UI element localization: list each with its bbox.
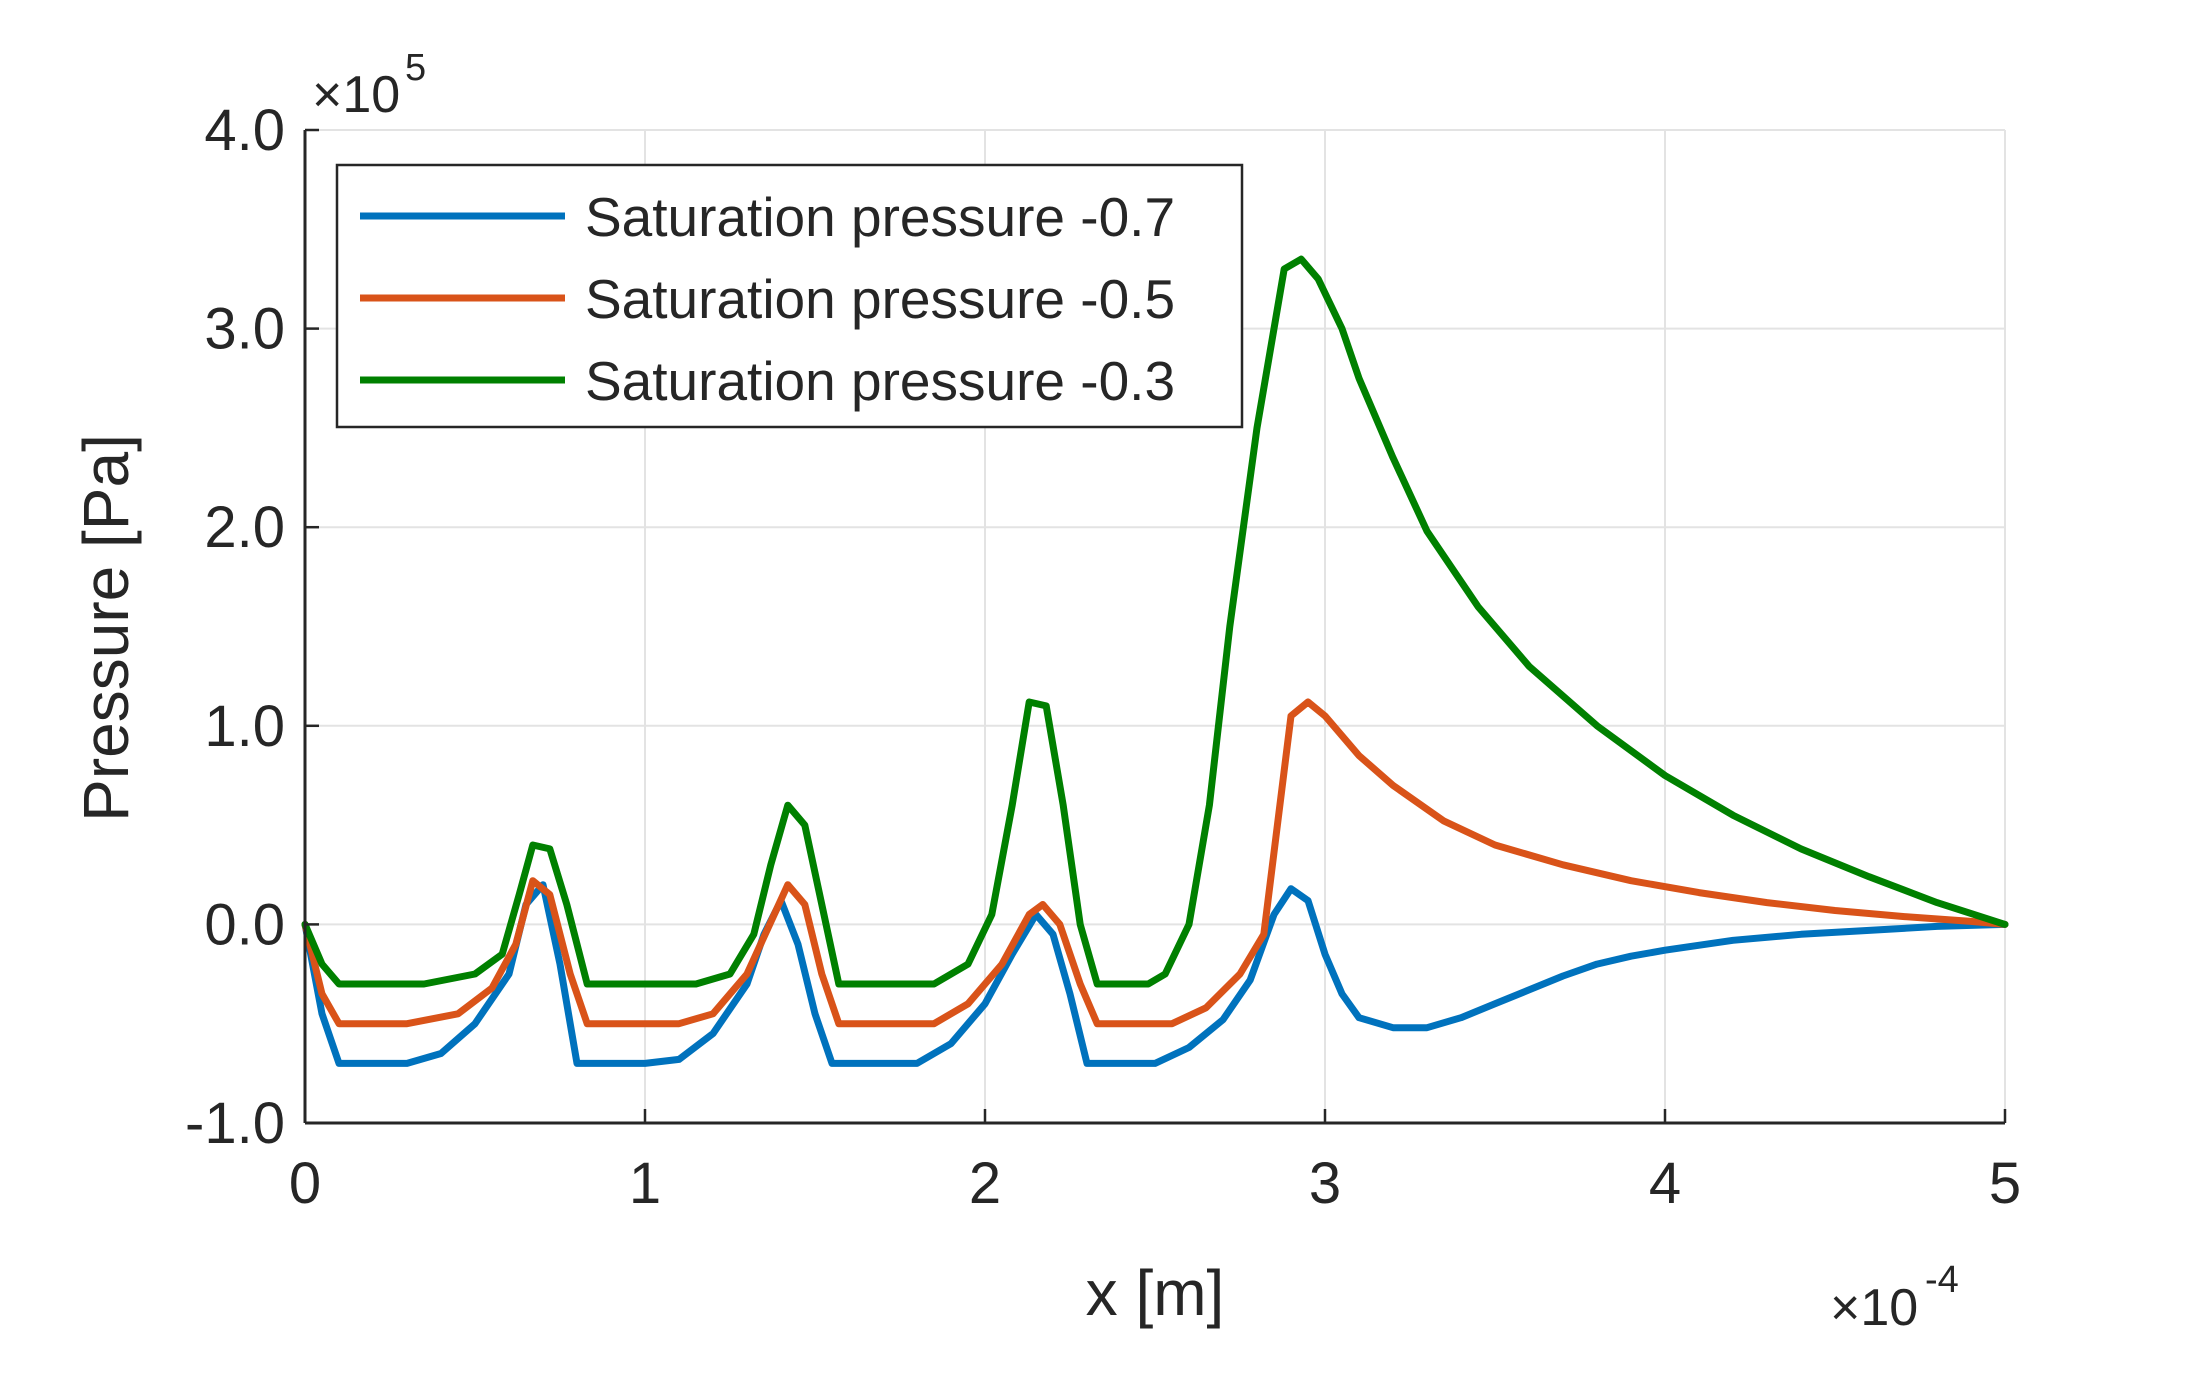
legend-item: Saturation pressure -0.7 (360, 186, 1175, 248)
series-lines (301, 255, 2009, 1067)
y-tick-label: 1.0 (204, 694, 285, 759)
y-tick-label: 2.0 (204, 495, 285, 560)
x-axis-label: x [m] (1086, 1257, 1225, 1329)
axes (303, 130, 2005, 1125)
x-multiplier-text: ×10 (1830, 1279, 1918, 1337)
y-ticks: -1.0 0.0 1.0 2.0 3.0 4.0 (185, 98, 319, 1156)
y-tick-label: 3.0 (204, 297, 285, 362)
y-tick-label: 4.0 (204, 98, 285, 163)
y-tick-label: -1.0 (185, 1091, 285, 1156)
series-line-1 (301, 698, 2009, 1028)
x-tick-label: 1 (629, 1151, 661, 1216)
x-tick-label: 4 (1649, 1151, 1681, 1216)
legend: Saturation pressure -0.7 Saturation pres… (335, 163, 1244, 429)
x-exponent-label: ×10 -4 (1830, 1259, 1959, 1337)
y-tick-label: 0.0 (204, 892, 285, 957)
legend-label-1: Saturation pressure -0.5 (585, 268, 1175, 330)
y-exponent-label: ×10 5 (312, 47, 426, 124)
x-tick-label: 0 (289, 1151, 321, 1216)
y-multiplier-text: ×10 (312, 66, 400, 124)
x-tick-label: 3 (1309, 1151, 1341, 1216)
series-line-2 (301, 255, 2009, 988)
y-axis-label: Pressure [Pa] (70, 434, 142, 822)
series-line-0 (301, 881, 2009, 1067)
legend-item: Saturation pressure -0.5 (360, 268, 1175, 330)
x-multiplier-exponent: -4 (1925, 1259, 1959, 1301)
x-tick-label: 2 (969, 1151, 1001, 1216)
legend-item: Saturation pressure -0.3 (360, 350, 1175, 412)
x-tick-label: 5 (1989, 1151, 2021, 1216)
legend-label-2: Saturation pressure -0.3 (585, 350, 1175, 412)
y-multiplier-exponent: 5 (405, 47, 426, 89)
legend-label-0: Saturation pressure -0.7 (585, 186, 1175, 248)
x-ticks: 0 1 2 3 4 5 (289, 1109, 2021, 1216)
